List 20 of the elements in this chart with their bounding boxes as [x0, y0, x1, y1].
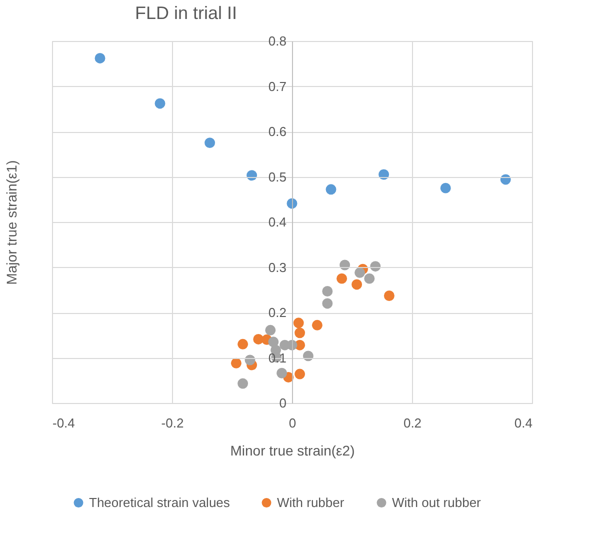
- y-tick-label: 0.1: [268, 350, 286, 366]
- y-tick-label: 0.6: [268, 124, 286, 139]
- x-tick-label: 0: [288, 416, 296, 430]
- x-tick-label: -0.4: [52, 416, 75, 430]
- y-tick-label: 0: [279, 396, 286, 410]
- y-tick-label: 0.4: [268, 214, 286, 230]
- x-tick-label: 0.4: [514, 416, 532, 430]
- legend-label: With rubber: [277, 494, 345, 510]
- x-axis-title: Minor true strain(ε2): [230, 442, 355, 458]
- chart-title: FLD in trial II: [135, 3, 238, 23]
- x-tick-label: -0.2: [161, 416, 184, 430]
- x-tick-label: 0.2: [403, 416, 422, 430]
- legend-label: With out rubber: [392, 494, 482, 510]
- y-axis-title: Major true strain(ε1): [4, 160, 20, 285]
- y-tick-label: 0.5: [268, 169, 286, 184]
- y-tick-label: 0.3: [268, 260, 286, 275]
- y-tick-label: 0.7: [268, 78, 286, 94]
- legend-label: Theoretical strain values: [89, 494, 230, 510]
- y-tick-label: 0.2: [268, 305, 286, 320]
- y-tick-label: 0.8: [268, 34, 286, 48]
